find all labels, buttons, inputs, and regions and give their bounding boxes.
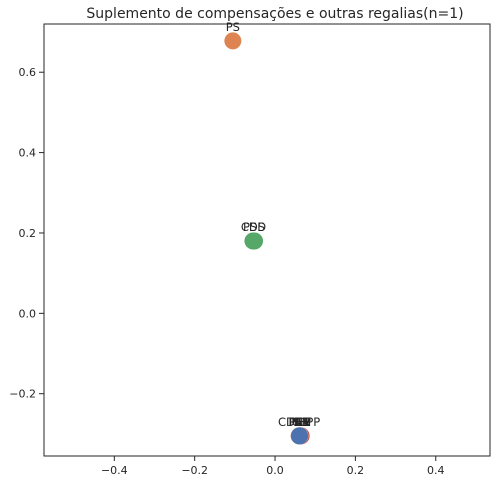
data-point-l <box>291 427 309 445</box>
chart-title: Suplemento de compensações e outras rega… <box>86 6 463 22</box>
y-tick-label: 0.4 <box>19 147 37 160</box>
plot-frame <box>43 23 491 457</box>
x-tick-label: −0.2 <box>181 464 208 477</box>
point-label-pcp: PCP <box>289 415 311 429</box>
point-label-psd: PSD <box>243 220 266 234</box>
x-tick-label: 0.2 <box>347 464 365 477</box>
x-tick-label: 0.4 <box>427 464 445 477</box>
point-label-pan: PAN <box>289 415 312 429</box>
y-tick-label: 0.2 <box>19 227 37 240</box>
x-tick-label: −0.4 <box>101 464 128 477</box>
point-label-cds-pp: CDS-PP <box>278 415 320 429</box>
y-tick-label: −0.2 <box>9 388 36 401</box>
data-point-cds <box>244 232 262 250</box>
point-label-l: L <box>296 415 303 429</box>
point-label-ch: CH <box>292 415 309 429</box>
point-label-il: IL <box>295 415 305 429</box>
y-axis: −0.2 0.0 0.2 0.4 0.6 <box>9 66 44 401</box>
x-tick-label: 0.0 <box>266 464 284 477</box>
y-tick-label: 0.6 <box>19 66 37 79</box>
point-label-pev: PEV <box>289 415 311 429</box>
point-label-be: BE <box>294 415 309 429</box>
y-tick-label: 0.0 <box>19 307 37 320</box>
point-label-cds: CDS <box>241 220 265 234</box>
point-label-ps: PS <box>226 20 240 34</box>
x-axis: −0.4 −0.2 0.0 0.2 0.4 <box>101 456 445 477</box>
data-point-ps <box>224 32 242 50</box>
